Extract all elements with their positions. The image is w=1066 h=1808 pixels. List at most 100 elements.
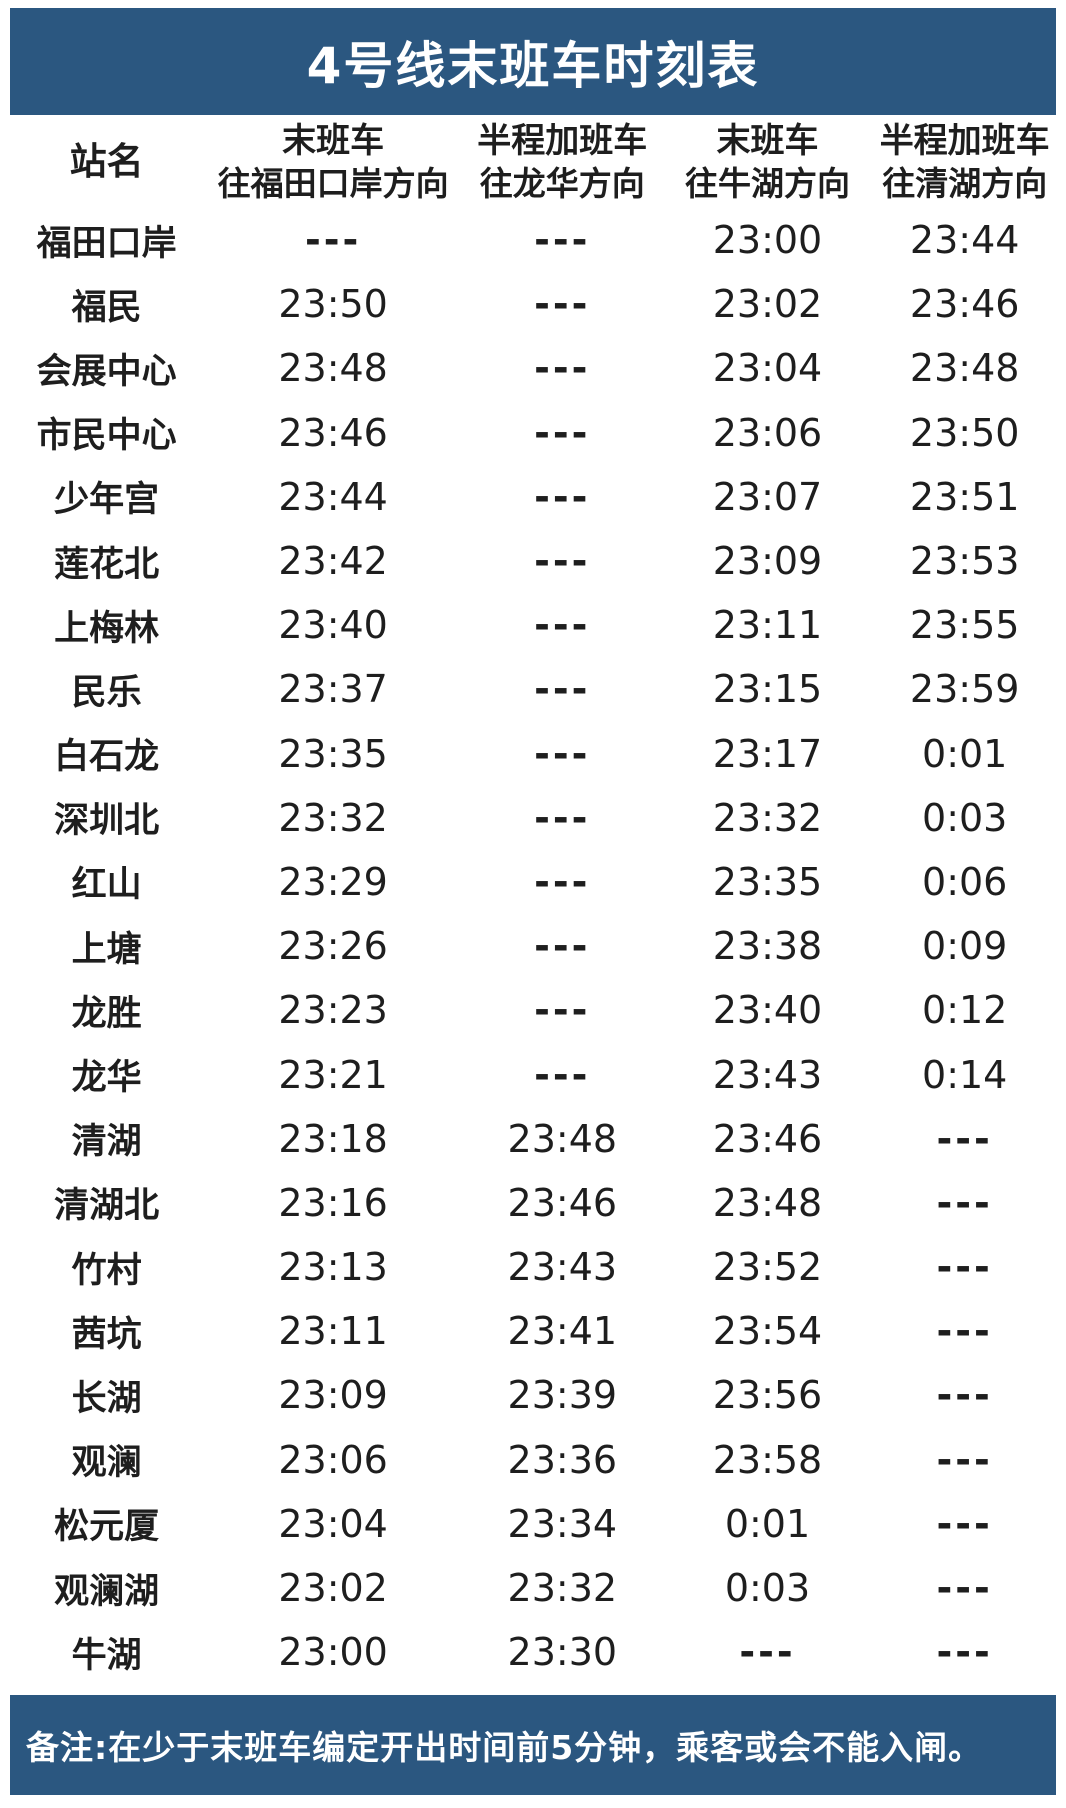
station-cell: 清湖北 — [54, 1186, 160, 1227]
time-cell: 23:40 — [278, 603, 388, 648]
table-row: 上梅林 23:40 --- 23:11 23:55 — [0, 593, 1066, 657]
station-cell: 市民中心 — [36, 416, 177, 457]
time-cell: --- — [534, 603, 591, 648]
table-row: 松元厦 23:04 23:34 0:01 --- — [0, 1492, 1066, 1556]
time-cell: 23:42 — [278, 539, 388, 584]
time-cell: 0:03 — [922, 795, 1008, 840]
time-cell: 23:40 — [712, 988, 823, 1033]
time-cell: 0:09 — [922, 924, 1008, 969]
station-cell: 深圳北 — [54, 801, 160, 842]
time-cell: 23:17 — [712, 731, 823, 776]
time-cell: 23:06 — [712, 410, 823, 455]
time-cell: 23:32 — [278, 795, 388, 840]
page-title: 4号线末班车时刻表 — [306, 36, 760, 95]
time-cell: --- — [534, 988, 591, 1033]
column-header-line2: 往清湖方向 — [882, 163, 1048, 203]
time-cell: 23:53 — [909, 539, 1020, 584]
station-cell: 茜坑 — [71, 1314, 142, 1355]
time-cell: 23:21 — [278, 1052, 388, 1097]
station-cell: 观澜湖 — [54, 1571, 160, 1612]
time-cell: 23:02 — [278, 1566, 388, 1611]
time-cell: --- — [739, 1630, 796, 1675]
time-cell: 23:37 — [278, 667, 388, 712]
time-cell: 23:58 — [712, 1437, 823, 1482]
time-cell: 23:56 — [712, 1373, 823, 1418]
station-cell: 竹村 — [71, 1250, 142, 1291]
station-cell: 牛湖 — [71, 1635, 142, 1676]
time-cell: 23:46 — [278, 410, 388, 455]
time-cell: 23:48 — [278, 346, 388, 391]
time-cell: 23:11 — [278, 1309, 388, 1354]
time-cell: 23:55 — [909, 603, 1020, 648]
station-cell: 清湖 — [71, 1122, 142, 1163]
time-cell: 23:11 — [712, 603, 823, 648]
time-cell: 23:36 — [507, 1437, 618, 1482]
time-cell: --- — [534, 924, 591, 969]
time-cell: --- — [936, 1373, 993, 1418]
footer-note-bar: 备注:在少于末班车编定开出时间前5分钟，乘客或会不能入闸。 — [10, 1695, 1056, 1795]
time-cell: 23:59 — [909, 667, 1020, 712]
time-cell: 23:34 — [507, 1501, 618, 1546]
time-cell: --- — [534, 282, 591, 327]
time-cell: 23:16 — [278, 1180, 388, 1225]
table-row: 少年宫 23:44 --- 23:07 23:51 — [0, 465, 1066, 529]
station-cell: 莲花北 — [54, 544, 160, 585]
time-cell: --- — [534, 795, 591, 840]
table-row: 茜坑 23:11 23:41 23:54 --- — [0, 1299, 1066, 1363]
station-cell: 少年宫 — [54, 480, 160, 521]
table-row: 会展中心 23:48 --- 23:04 23:48 — [0, 336, 1066, 400]
table-header-row: 站名 末班车 往福田口岸方向 半程加班车 往龙华方向 末班车 往牛湖方向 半程加… — [0, 116, 1066, 208]
time-cell: 23:29 — [278, 859, 388, 904]
table-row: 观澜 23:06 23:36 23:58 --- — [0, 1428, 1066, 1492]
time-cell: 23:48 — [909, 346, 1020, 391]
time-cell: 23:48 — [507, 1116, 618, 1161]
column-header-line1: 半程加班车 — [879, 121, 1050, 162]
table-row: 民乐 23:37 --- 23:15 23:59 — [0, 657, 1066, 721]
title-bar: 4号线末班车时刻表 — [10, 8, 1056, 115]
time-cell: --- — [534, 731, 591, 776]
column-header-line1: 半程加班车 — [477, 121, 648, 162]
station-cell: 观澜 — [71, 1443, 142, 1484]
time-cell: --- — [534, 346, 591, 391]
time-cell: --- — [534, 218, 591, 263]
time-cell: 23:26 — [278, 924, 388, 969]
table-row: 上塘 23:26 --- 23:38 0:09 — [0, 914, 1066, 978]
table-row: 龙胜 23:23 --- 23:40 0:12 — [0, 978, 1066, 1042]
column-header-line1: 末班车 — [716, 121, 819, 162]
time-cell: --- — [936, 1566, 993, 1611]
time-cell: 23:35 — [278, 731, 388, 776]
time-cell: --- — [936, 1116, 993, 1161]
time-cell: --- — [534, 859, 591, 904]
time-cell: 23:06 — [278, 1437, 388, 1482]
time-cell: 23:09 — [712, 539, 823, 584]
time-cell: 23:51 — [909, 474, 1020, 519]
time-cell: 0:01 — [922, 731, 1008, 776]
time-cell: 23:46 — [507, 1180, 618, 1225]
table-row: 市民中心 23:46 --- 23:06 23:50 — [0, 401, 1066, 465]
time-cell: 23:30 — [507, 1630, 618, 1675]
time-cell: 23:44 — [278, 474, 388, 519]
time-cell: 23:35 — [712, 859, 823, 904]
time-cell: 23:48 — [712, 1180, 823, 1225]
time-cell: 23:52 — [712, 1245, 823, 1290]
table-row: 竹村 23:13 23:43 23:52 --- — [0, 1235, 1066, 1299]
time-cell: --- — [304, 218, 362, 263]
time-cell: 23:07 — [712, 474, 823, 519]
column-header-line2: 往龙华方向 — [479, 163, 645, 203]
time-cell: 23:50 — [278, 282, 388, 327]
time-cell: 0:12 — [922, 988, 1008, 1033]
time-cell: 23:46 — [909, 282, 1020, 327]
table-row: 红山 23:29 --- 23:35 0:06 — [0, 850, 1066, 914]
time-cell: 23:46 — [712, 1116, 823, 1161]
time-cell: 23:43 — [507, 1245, 618, 1290]
station-cell: 龙胜 — [71, 993, 142, 1034]
table-row: 牛湖 23:00 23:30 --- --- — [0, 1620, 1066, 1684]
time-cell: 23:15 — [712, 667, 823, 712]
station-cell: 上梅林 — [54, 608, 160, 649]
time-cell: --- — [534, 474, 591, 519]
time-cell: --- — [936, 1309, 993, 1354]
station-cell: 红山 — [71, 865, 142, 906]
time-cell: 23:50 — [909, 410, 1020, 455]
column-header-extra-train-qinghu: 半程加班车 往清湖方向 — [863, 120, 1066, 204]
time-cell: 23:39 — [507, 1373, 618, 1418]
